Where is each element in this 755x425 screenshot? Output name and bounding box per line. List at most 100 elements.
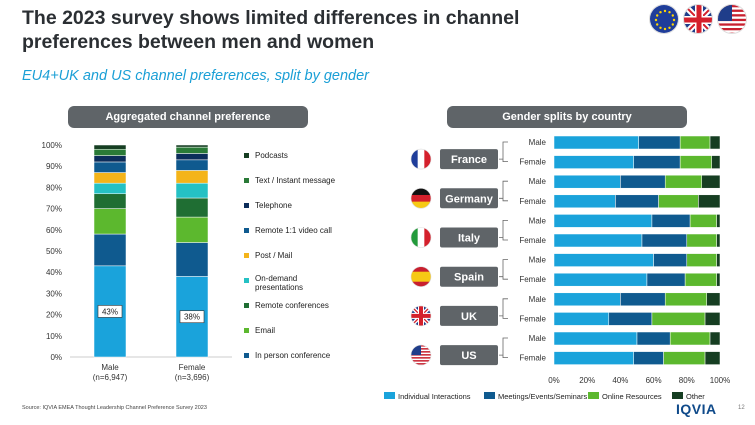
bar-segment-meetings-events-seminars — [608, 312, 653, 326]
bar-segment-meetings-events-seminars — [615, 194, 659, 209]
spain-flag-icon — [411, 266, 431, 287]
flag-outline — [410, 227, 432, 248]
france-flag-icon — [411, 149, 431, 170]
bar-segment-individual-interactions — [553, 351, 634, 365]
flag-outline — [410, 266, 432, 288]
bar-segment-meetings-events-seminars — [651, 214, 691, 228]
bar-segment-other — [716, 233, 721, 248]
legend-swatch — [244, 303, 249, 308]
legend-label: Text / Instant message — [255, 176, 336, 185]
bar-segment-other — [93, 144, 127, 150]
bar-segment-meetings-events-seminars — [646, 272, 686, 287]
y-tick-label: 40% — [46, 268, 62, 277]
bar-segment-telephone — [93, 161, 127, 173]
uk-flag-icon — [411, 305, 431, 326]
y-tick-label: 20% — [46, 311, 62, 320]
country-label: Germany — [445, 193, 494, 205]
bar-segment-individual-interactions — [553, 331, 638, 346]
bar-segment-podcasts — [93, 148, 127, 156]
right-panel-header: Gender splits by country — [447, 106, 687, 128]
italy-flag-icon — [411, 227, 431, 248]
y-tick-label: 90% — [46, 162, 62, 171]
legend-label: Individual Interactions — [398, 392, 471, 401]
flag-outline — [410, 188, 432, 209]
bar-segment-remote-1-1-video-call — [175, 170, 209, 184]
bar-segment-other — [716, 272, 721, 287]
legend-label: In person conference — [255, 351, 331, 360]
bar-segment-on-demand-presentations — [93, 193, 127, 209]
us-flag-icon — [411, 345, 431, 366]
bar-segment-online-resources — [664, 292, 707, 307]
country-label-box — [440, 227, 498, 248]
page-title: The 2023 survey shows limited difference… — [22, 7, 520, 53]
bar-segment-telephone — [175, 159, 209, 171]
gender-label: Female — [519, 275, 546, 284]
bar-segment-email — [175, 242, 209, 277]
y-tick-label: 60% — [46, 226, 62, 235]
bar-segment-individual-interactions — [553, 194, 616, 209]
bar-segment-individual-interactions — [553, 272, 648, 287]
legend-swatch — [484, 392, 495, 399]
gender-label: Male — [529, 256, 547, 265]
bar-segment-individual-interactions — [553, 233, 643, 248]
bar-segment-other — [704, 351, 721, 365]
bar-segment-individual-interactions — [553, 174, 621, 189]
bar-segment-on-demand-presentations — [175, 197, 209, 218]
bar-segment-meetings-events-seminars — [641, 233, 688, 248]
x-tick-label: 0% — [548, 376, 560, 385]
data-label: 43% — [102, 307, 118, 316]
bar-segment-post-mail — [93, 182, 127, 195]
x-tick-label: 40% — [612, 376, 628, 385]
bar-segment-other — [709, 135, 721, 150]
legend-label: On-demand — [255, 274, 297, 283]
x-tick-label: 20% — [579, 376, 595, 385]
x-category-label: Female — [179, 363, 206, 372]
bar-segment-online-resources — [679, 155, 712, 169]
bar-segment-online-resources — [651, 312, 706, 326]
legend-label: Remote 1:1 video call — [255, 226, 332, 235]
legend-swatch — [672, 392, 683, 399]
data-label-box — [179, 310, 205, 324]
bar-segment-online-resources — [689, 214, 717, 228]
bar-segment-podcasts — [175, 146, 209, 154]
legend-swatch — [588, 392, 599, 399]
bar-segment-individual-interactions — [553, 135, 639, 150]
legend-label: Online Resources — [602, 392, 662, 401]
bar-segment-other — [706, 292, 721, 307]
uk-flag-icon — [683, 4, 713, 34]
bar-segment-online-resources — [686, 233, 717, 248]
bar-segment-meetings-events-seminars — [633, 155, 681, 169]
flag-outline — [410, 305, 432, 327]
country-bracket — [499, 141, 508, 162]
country-bracket — [499, 298, 508, 319]
bar-segment-online-resources — [663, 351, 706, 365]
bar-segment-online-resources — [664, 174, 702, 189]
bar-segment-remote-conferences — [175, 216, 209, 243]
bar-segment-meetings-events-seminars — [653, 253, 688, 267]
country-bracket — [499, 259, 508, 280]
data-label-box — [97, 305, 123, 318]
legend-swatch — [244, 278, 249, 283]
bar-segment-other — [175, 144, 209, 148]
legend-swatch — [244, 203, 249, 208]
y-tick-label: 30% — [46, 289, 62, 298]
legend-label: Other — [686, 392, 705, 401]
country-bracket — [499, 180, 508, 202]
country-bracket — [499, 220, 508, 241]
bar-segment-individual-interactions — [553, 292, 621, 307]
gender-label: Female — [519, 354, 546, 363]
country-label: US — [461, 350, 476, 362]
legend-swatch — [244, 228, 249, 233]
legend-label: Remote conferences — [255, 301, 329, 310]
bar-segment-individual-interactions — [553, 312, 610, 326]
bar-segment-post-mail — [175, 182, 209, 199]
country-label-box — [440, 305, 498, 326]
germany-flag-icon — [411, 188, 431, 209]
gender-label: Female — [519, 158, 546, 167]
bar-segment-other — [709, 331, 721, 346]
bar-segment-meetings-events-seminars — [636, 331, 671, 346]
legend-label: Email — [255, 326, 275, 335]
source-note: Source: IQVIA EMEA Thought Leadership Ch… — [22, 405, 207, 411]
bar-segment-other — [716, 253, 721, 267]
legend-label: Telephone — [255, 201, 292, 210]
